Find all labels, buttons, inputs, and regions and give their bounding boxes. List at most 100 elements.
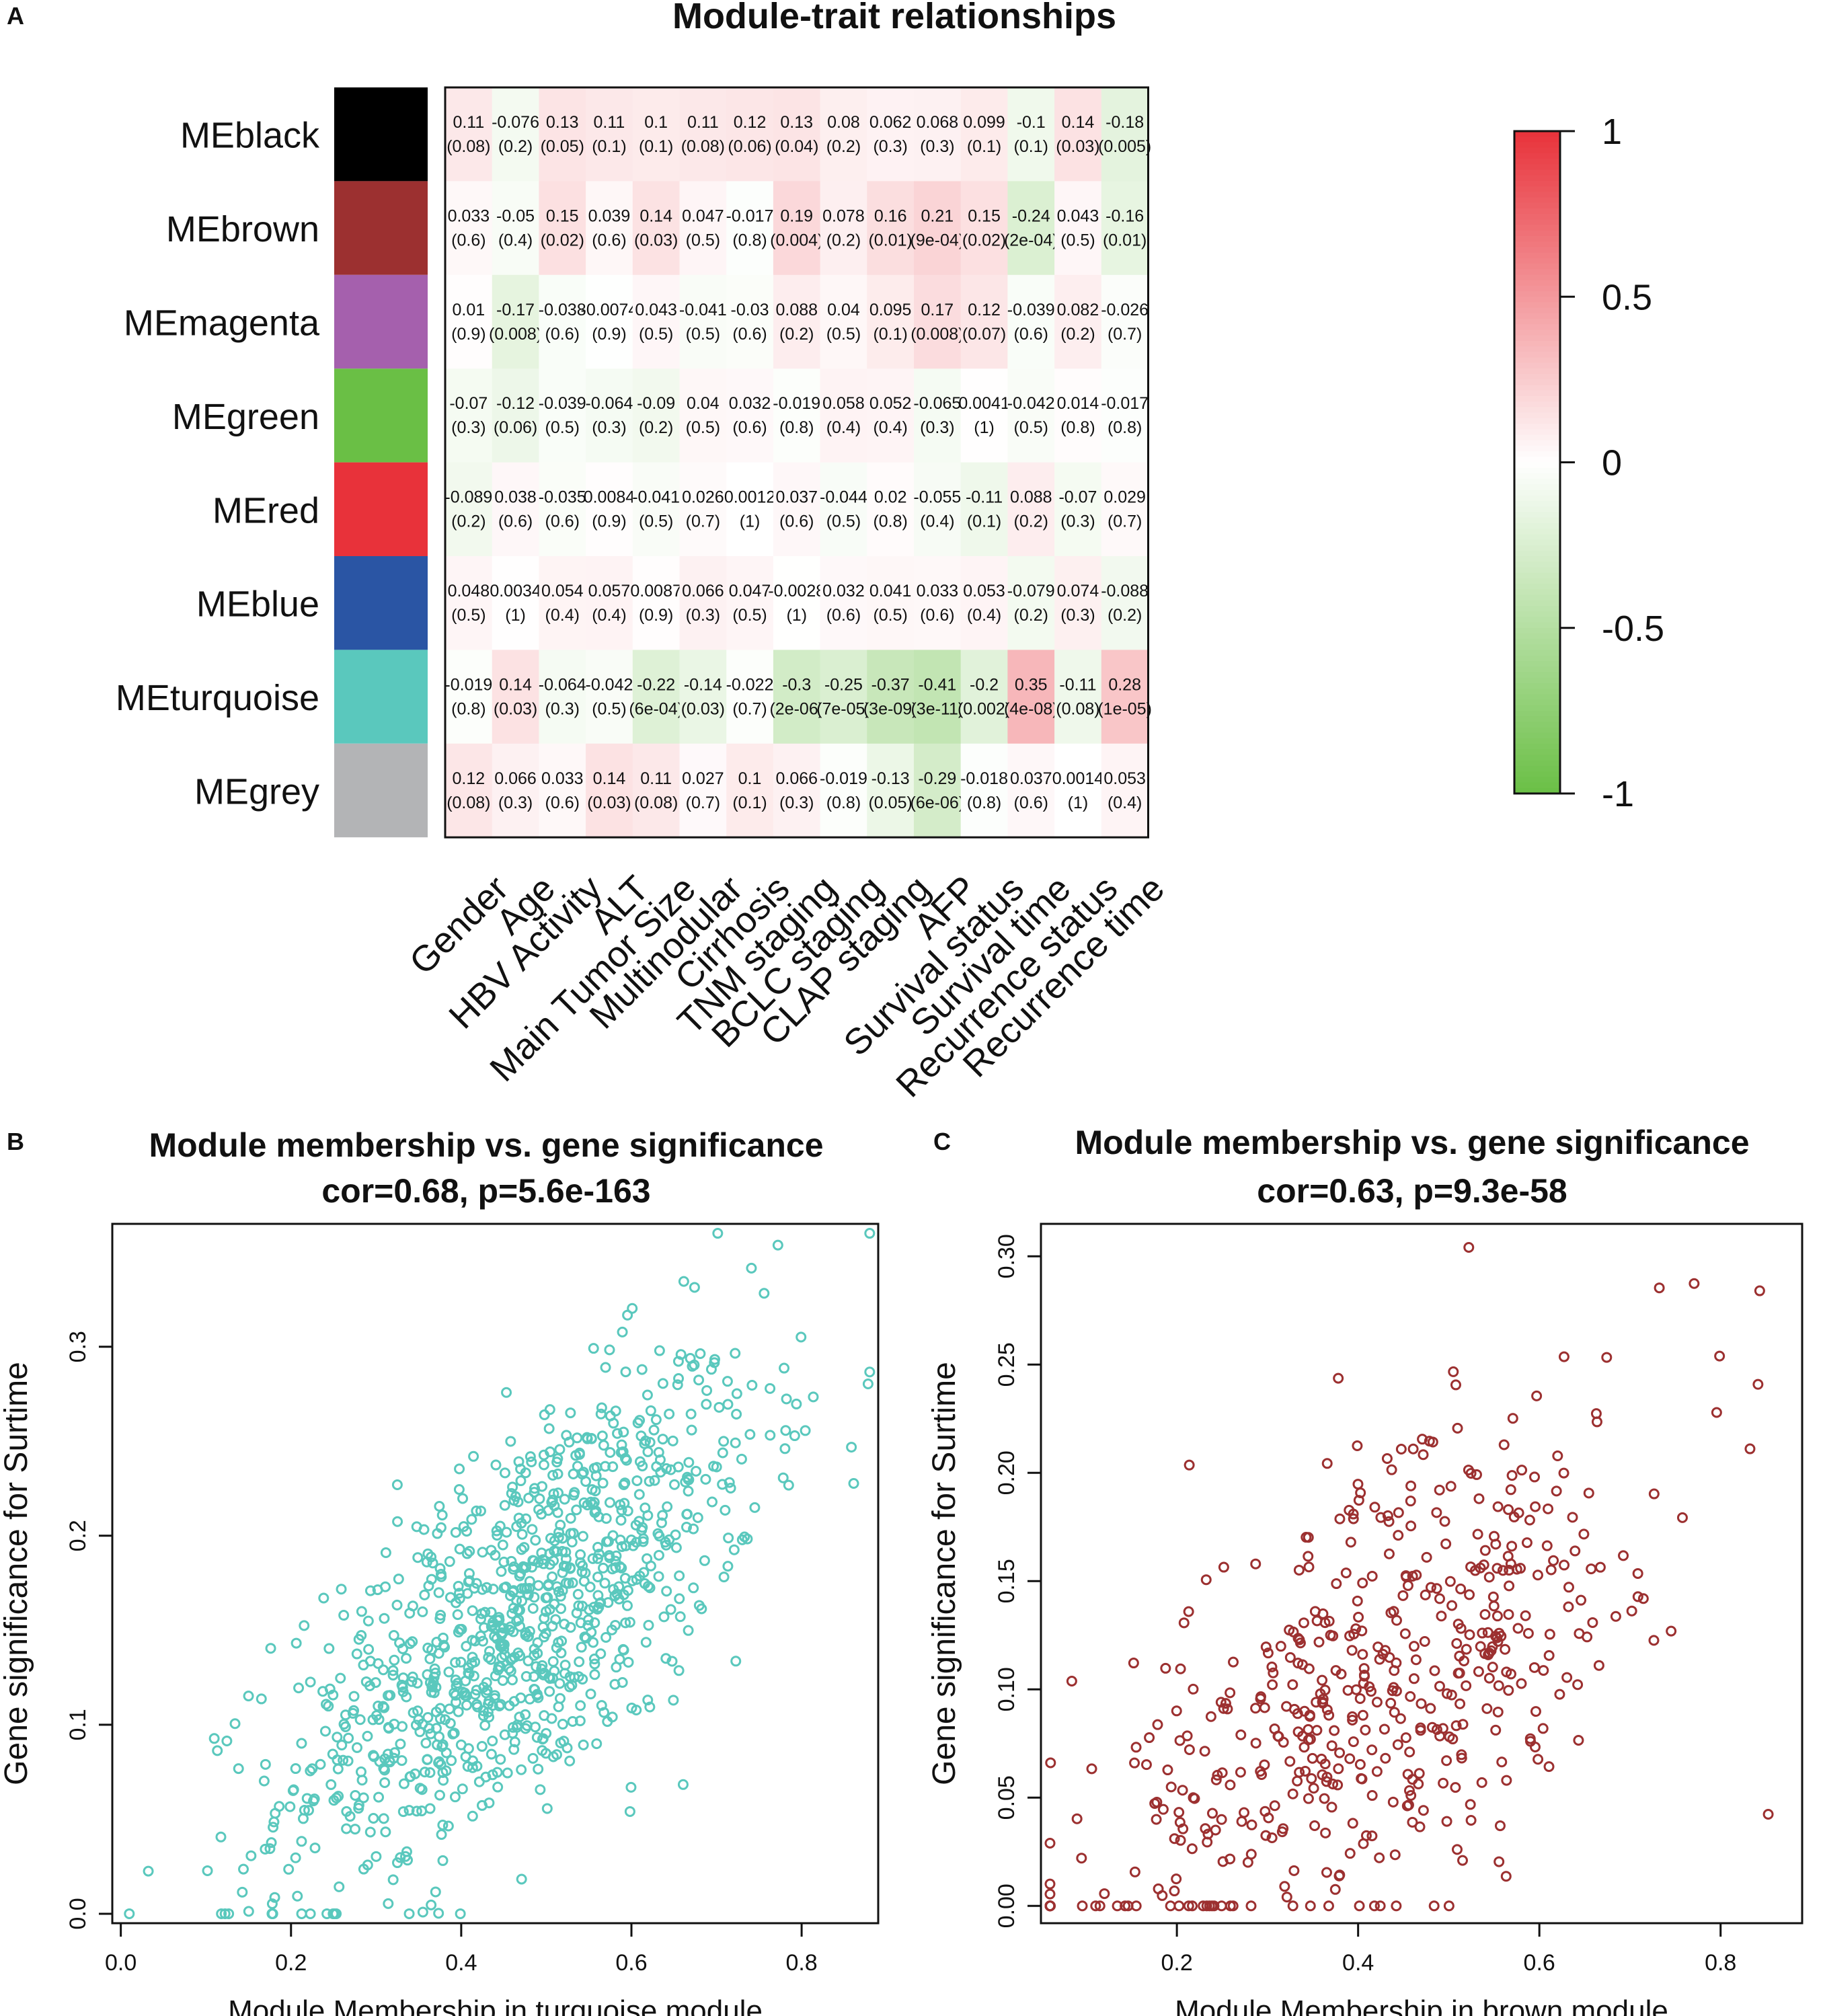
heatmap-cell — [773, 87, 821, 182]
data-point — [1481, 1703, 1493, 1714]
cell-pvalue: (0.3) — [498, 793, 533, 812]
data-point — [551, 1546, 562, 1557]
data-point — [1558, 1467, 1569, 1479]
data-point — [495, 1754, 506, 1765]
cell-pvalue: (0.3) — [1060, 606, 1095, 625]
data-point — [565, 1528, 576, 1539]
data-point — [653, 1446, 664, 1458]
heatmap-cell — [960, 369, 1008, 463]
cell-pvalue: (0.04) — [775, 137, 818, 156]
colorbar-segment — [1514, 672, 1560, 679]
data-point — [453, 1706, 464, 1717]
row-label: MEgreen — [172, 397, 319, 437]
cell-pvalue: (0.6) — [498, 512, 533, 531]
data-point — [453, 1484, 465, 1496]
cell-pvalue: (0.1) — [1014, 137, 1048, 156]
data-point — [508, 1744, 520, 1755]
data-point — [385, 1690, 396, 1701]
data-point — [555, 1737, 566, 1748]
data-point — [1475, 1641, 1486, 1652]
data-point — [1500, 1643, 1511, 1655]
data-point — [608, 1584, 619, 1595]
data-point — [412, 1705, 424, 1717]
cell-correlation: -0.16 — [1106, 206, 1144, 225]
data-point — [1094, 1900, 1106, 1912]
data-point — [701, 1385, 713, 1396]
data-point — [507, 1721, 518, 1733]
data-point — [468, 1670, 479, 1682]
data-point — [401, 1653, 412, 1664]
colorbar-segment — [1514, 473, 1560, 480]
data-point — [1648, 1488, 1660, 1500]
cell-pvalue: (2e-04) — [1004, 231, 1058, 249]
heatmap-cell — [492, 274, 539, 369]
data-point — [436, 1510, 448, 1521]
cell-pvalue: (0.03) — [1056, 137, 1099, 156]
data-point — [397, 1806, 409, 1818]
data-point — [1450, 1720, 1462, 1732]
heatmap-cell — [1101, 556, 1149, 650]
heatmap-cell — [632, 743, 681, 838]
colorbar-segment — [1514, 219, 1560, 226]
data-point — [674, 1570, 685, 1582]
data-point — [1441, 1816, 1452, 1827]
data-point — [644, 1582, 656, 1594]
colorbar-segment — [1514, 230, 1560, 237]
heatmap-cell — [1054, 743, 1102, 838]
heatmap-cell — [586, 462, 633, 557]
data-point — [430, 1668, 441, 1679]
data-point — [1334, 1869, 1346, 1881]
data-point — [650, 1414, 662, 1426]
cell-correlation: 0.0084 — [584, 488, 635, 507]
data-point — [305, 1908, 316, 1919]
data-point — [387, 1670, 399, 1681]
data-point — [444, 1556, 455, 1567]
data-point — [1648, 1635, 1660, 1646]
data-point — [451, 1597, 462, 1608]
colorbar-segment — [1514, 324, 1560, 331]
data-point — [561, 1430, 572, 1441]
cell-pvalue: (0.5) — [545, 418, 580, 437]
cell-correlation: -0.24 — [1012, 206, 1050, 225]
colorbar-segment — [1514, 545, 1560, 551]
data-point — [455, 1908, 466, 1919]
data-point — [1287, 1900, 1298, 1912]
cell-correlation: 0.047 — [682, 206, 724, 225]
data-point — [670, 1529, 681, 1541]
data-point — [1090, 1900, 1101, 1912]
data-point — [426, 1644, 438, 1656]
data-point — [1714, 1350, 1725, 1362]
data-point — [1184, 1744, 1195, 1755]
module-color-swatch — [334, 462, 428, 556]
data-point — [643, 1619, 654, 1631]
heatmap-cell — [960, 650, 1008, 744]
colorbar-segment — [1514, 584, 1560, 590]
colorbar-segment — [1514, 396, 1560, 403]
colorbar-segment — [1514, 297, 1560, 303]
data-point — [1632, 1591, 1643, 1602]
data-point — [600, 1362, 611, 1373]
data-point — [636, 1524, 648, 1536]
data-point — [380, 1826, 391, 1838]
data-point — [1445, 1481, 1457, 1492]
data-point — [1371, 1766, 1383, 1777]
data-point — [1457, 1855, 1468, 1866]
data-point — [290, 1852, 301, 1863]
colorbar-segment — [1514, 307, 1560, 314]
data-point — [1465, 1799, 1476, 1810]
data-point — [600, 1631, 612, 1643]
data-point — [572, 1588, 584, 1600]
cell-pvalue: (6e-04) — [629, 699, 683, 718]
data-point — [616, 1439, 627, 1450]
data-point — [610, 1405, 621, 1417]
y-tick-label: 0.15 — [994, 1559, 1019, 1603]
data-point — [350, 1790, 361, 1801]
data-point — [486, 1545, 497, 1556]
heatmap-cell — [632, 462, 681, 557]
data-point — [1503, 1504, 1514, 1515]
colorbar-segment — [1514, 462, 1560, 469]
data-point — [555, 1647, 567, 1659]
data-point — [305, 1765, 316, 1777]
data-point — [1357, 1709, 1368, 1721]
data-point — [1531, 1390, 1543, 1401]
